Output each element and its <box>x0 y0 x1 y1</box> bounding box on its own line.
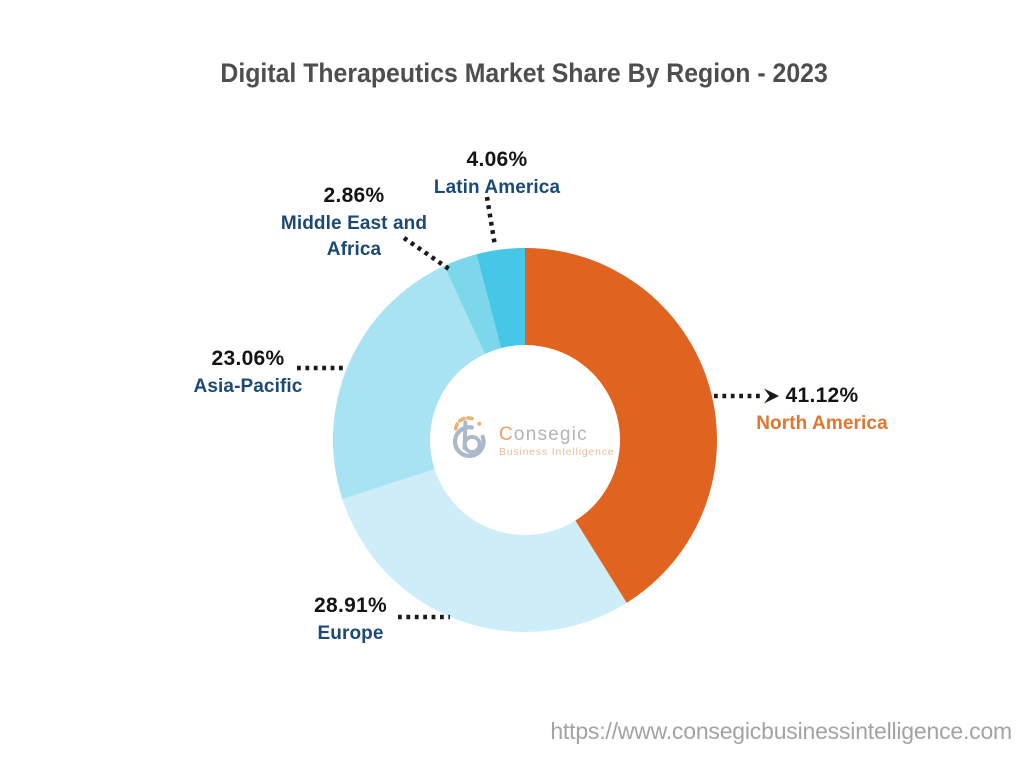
callout-middle-east-and-africa: 2.86% Middle East and Africa <box>265 182 443 263</box>
leader-line-middle-east-and-africa <box>402 236 451 271</box>
donut-segments <box>332 248 718 633</box>
page-title: Digital Therapeutics Market Share By Reg… <box>25 58 1024 89</box>
segment-middle-east-and-africa <box>444 254 502 354</box>
region-north-america: North America <box>756 412 888 434</box>
segment-north-america <box>525 248 718 603</box>
segment-europe <box>342 469 627 633</box>
brand-name: Consegic <box>499 425 614 444</box>
brand-tagline: Business Intelligence <box>499 445 615 458</box>
region-asia-pacific: Asia-Pacific <box>193 375 303 397</box>
callout-latin-america: 4.06% Latin America <box>414 146 580 201</box>
value-middle-east-and-africa: 2.86% <box>323 184 385 207</box>
page-title-text: Digital Therapeutics Market Share By Reg… <box>220 58 829 88</box>
segment-asia-pacific <box>332 265 485 500</box>
callout-europe: 28.91% Europe <box>278 592 423 647</box>
brand-mark-icon <box>452 416 486 458</box>
watermark-logo: Consegic Business Intelligence <box>450 406 630 470</box>
region-middle-east-and-africa: Middle East and Africa <box>280 212 428 261</box>
value-north-america: 41.12% <box>785 384 859 407</box>
value-latin-america: 4.06% <box>466 148 528 171</box>
region-latin-america: Latin America <box>433 176 561 198</box>
segment-latin-america <box>476 248 525 349</box>
source-url: https://www.consegicbusinessintelligence… <box>550 718 1012 744</box>
region-europe: Europe <box>317 622 384 644</box>
brand-rest: onsegic <box>513 423 588 445</box>
brand-text-block: Consegic Business Intelligence <box>499 419 614 458</box>
callout-north-america: 41.12% North America <box>744 382 900 437</box>
callout-asia-pacific: 23.06% Asia-Pacific <box>163 345 333 400</box>
brand-initial: C <box>499 423 514 445</box>
value-asia-pacific: 23.06% <box>211 347 285 370</box>
arrow-right-icon <box>764 388 779 404</box>
leader-line-latin-america <box>484 196 498 247</box>
value-europe: 28.91% <box>313 594 388 617</box>
